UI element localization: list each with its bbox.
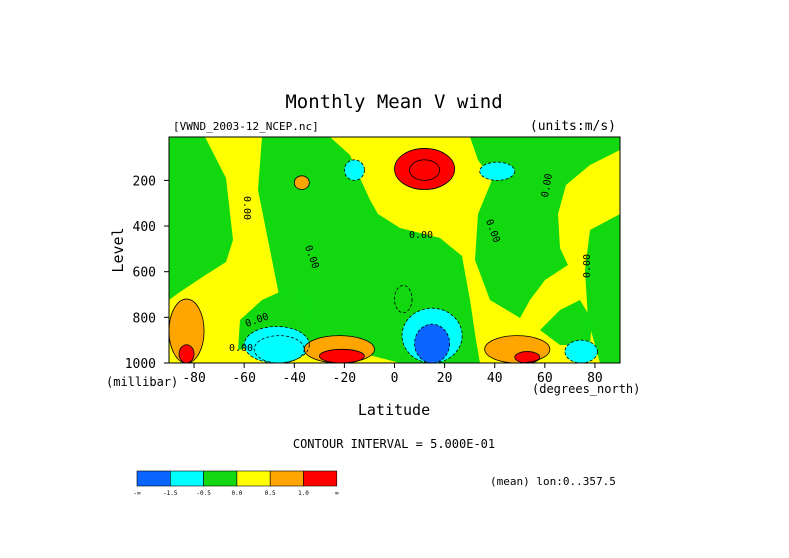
colorbar-label-1: -1.5 [163,490,178,497]
contour-region-13 [514,351,540,363]
contour-line-14 [484,335,551,363]
x-tick-label-6: 40 [487,371,503,386]
contour-line-3 [253,335,305,363]
green-zone-south-upper [169,137,233,300]
contour-region-3 [254,335,305,363]
y-tick-label-2: 600 [133,266,156,281]
zero-label-3: 0.00 [409,230,433,241]
colorbar-swatch-4 [269,470,304,487]
y-tick-label-1: 400 [133,220,156,235]
colorbar-label-6: ∞ [335,490,339,497]
y-axis-unit: (millibar) [106,375,178,389]
x-tick-label-1: -60 [232,371,255,386]
colorbar: -∞ -1.5 -0.5 0.0 0.5 1.0 ∞ [133,470,339,497]
dataset-label: [VWND_2003-12_NCEP.nc] [173,120,319,133]
contour-line-16 [169,298,205,363]
contour-line-13 [514,351,541,363]
green-zone-central [258,137,480,363]
x-tick-label-8: 80 [587,371,603,386]
colorbar-label-5: 1.0 [298,490,309,497]
contour-region-2 [394,285,413,313]
contour-line-2 [394,284,413,314]
colorbar-swatch-5 [303,470,338,487]
zero-label-6: 0.00 [582,254,593,278]
y-tick-label-3: 800 [133,311,156,326]
x-axis-label: Latitude [358,401,430,419]
mean-note: (mean) lon:0..357.5 [490,475,616,488]
contour-line-0 [414,323,451,363]
contour-line-8 [409,159,441,181]
x-axis-ticks: -80 -60 -40 -20 0 20 40 60 80 [182,363,603,386]
y-tick-label-4: 1000 [125,357,156,372]
contour-line-9 [394,148,456,190]
contour-region-6 [344,159,365,181]
y-axis-ticks: 200 400 600 800 1000 [125,174,169,372]
contour-line-11 [318,348,365,363]
contour-line-10 [293,175,310,190]
contour-region-8 [409,159,440,181]
green-zone-far-north [585,214,620,363]
colorbar-swatch-1 [170,470,204,487]
green-zone-north-lower [540,300,592,345]
green-zone-north [470,137,620,318]
x-tick-label-5: 20 [437,371,453,386]
x-tick-label-7: 60 [537,371,553,386]
colorbar-swatch-3 [236,470,271,487]
colorbar-label-3: 0.0 [231,490,242,497]
colorbar-label-2: -0.5 [196,490,211,497]
x-tick-label-3: -20 [333,371,356,386]
units-label: (units:m/s) [530,119,616,134]
zero-label-7: 0.00 [229,343,253,354]
contour-region-7 [479,162,515,181]
colorbar-swatch-0 [136,470,171,487]
contour-line-7 [479,161,516,181]
contour-region-16 [169,299,205,363]
contour-region-0 [414,324,450,363]
colorbar-label-4: 0.5 [265,490,276,497]
x-axis-unit: (degrees_north) [532,382,640,396]
x-tick-label-0: -80 [182,371,205,386]
y-tick-label-0: 200 [133,174,156,189]
contour-line-6 [343,159,365,181]
chart-title: Monthly Mean V wind [285,91,502,113]
contour-region-5 [564,340,598,363]
zero-label-5: 0.00 [540,173,555,199]
contour-region-15 [179,344,195,363]
colorbar-label-0: -∞ [133,490,141,497]
contour-region-11 [319,349,365,363]
contour-lines [169,148,598,363]
contour-interval: CONTOUR INTERVAL = 5.000E-01 [293,437,495,451]
zero-label-0: 0.00 [241,196,252,220]
x-tick-label-2: -40 [283,371,306,386]
y-axis-label: Level [109,227,127,272]
colorbar-swatch-2 [203,470,238,487]
x-tick-label-4: 0 [391,371,399,386]
contour-region-10 [294,175,310,190]
